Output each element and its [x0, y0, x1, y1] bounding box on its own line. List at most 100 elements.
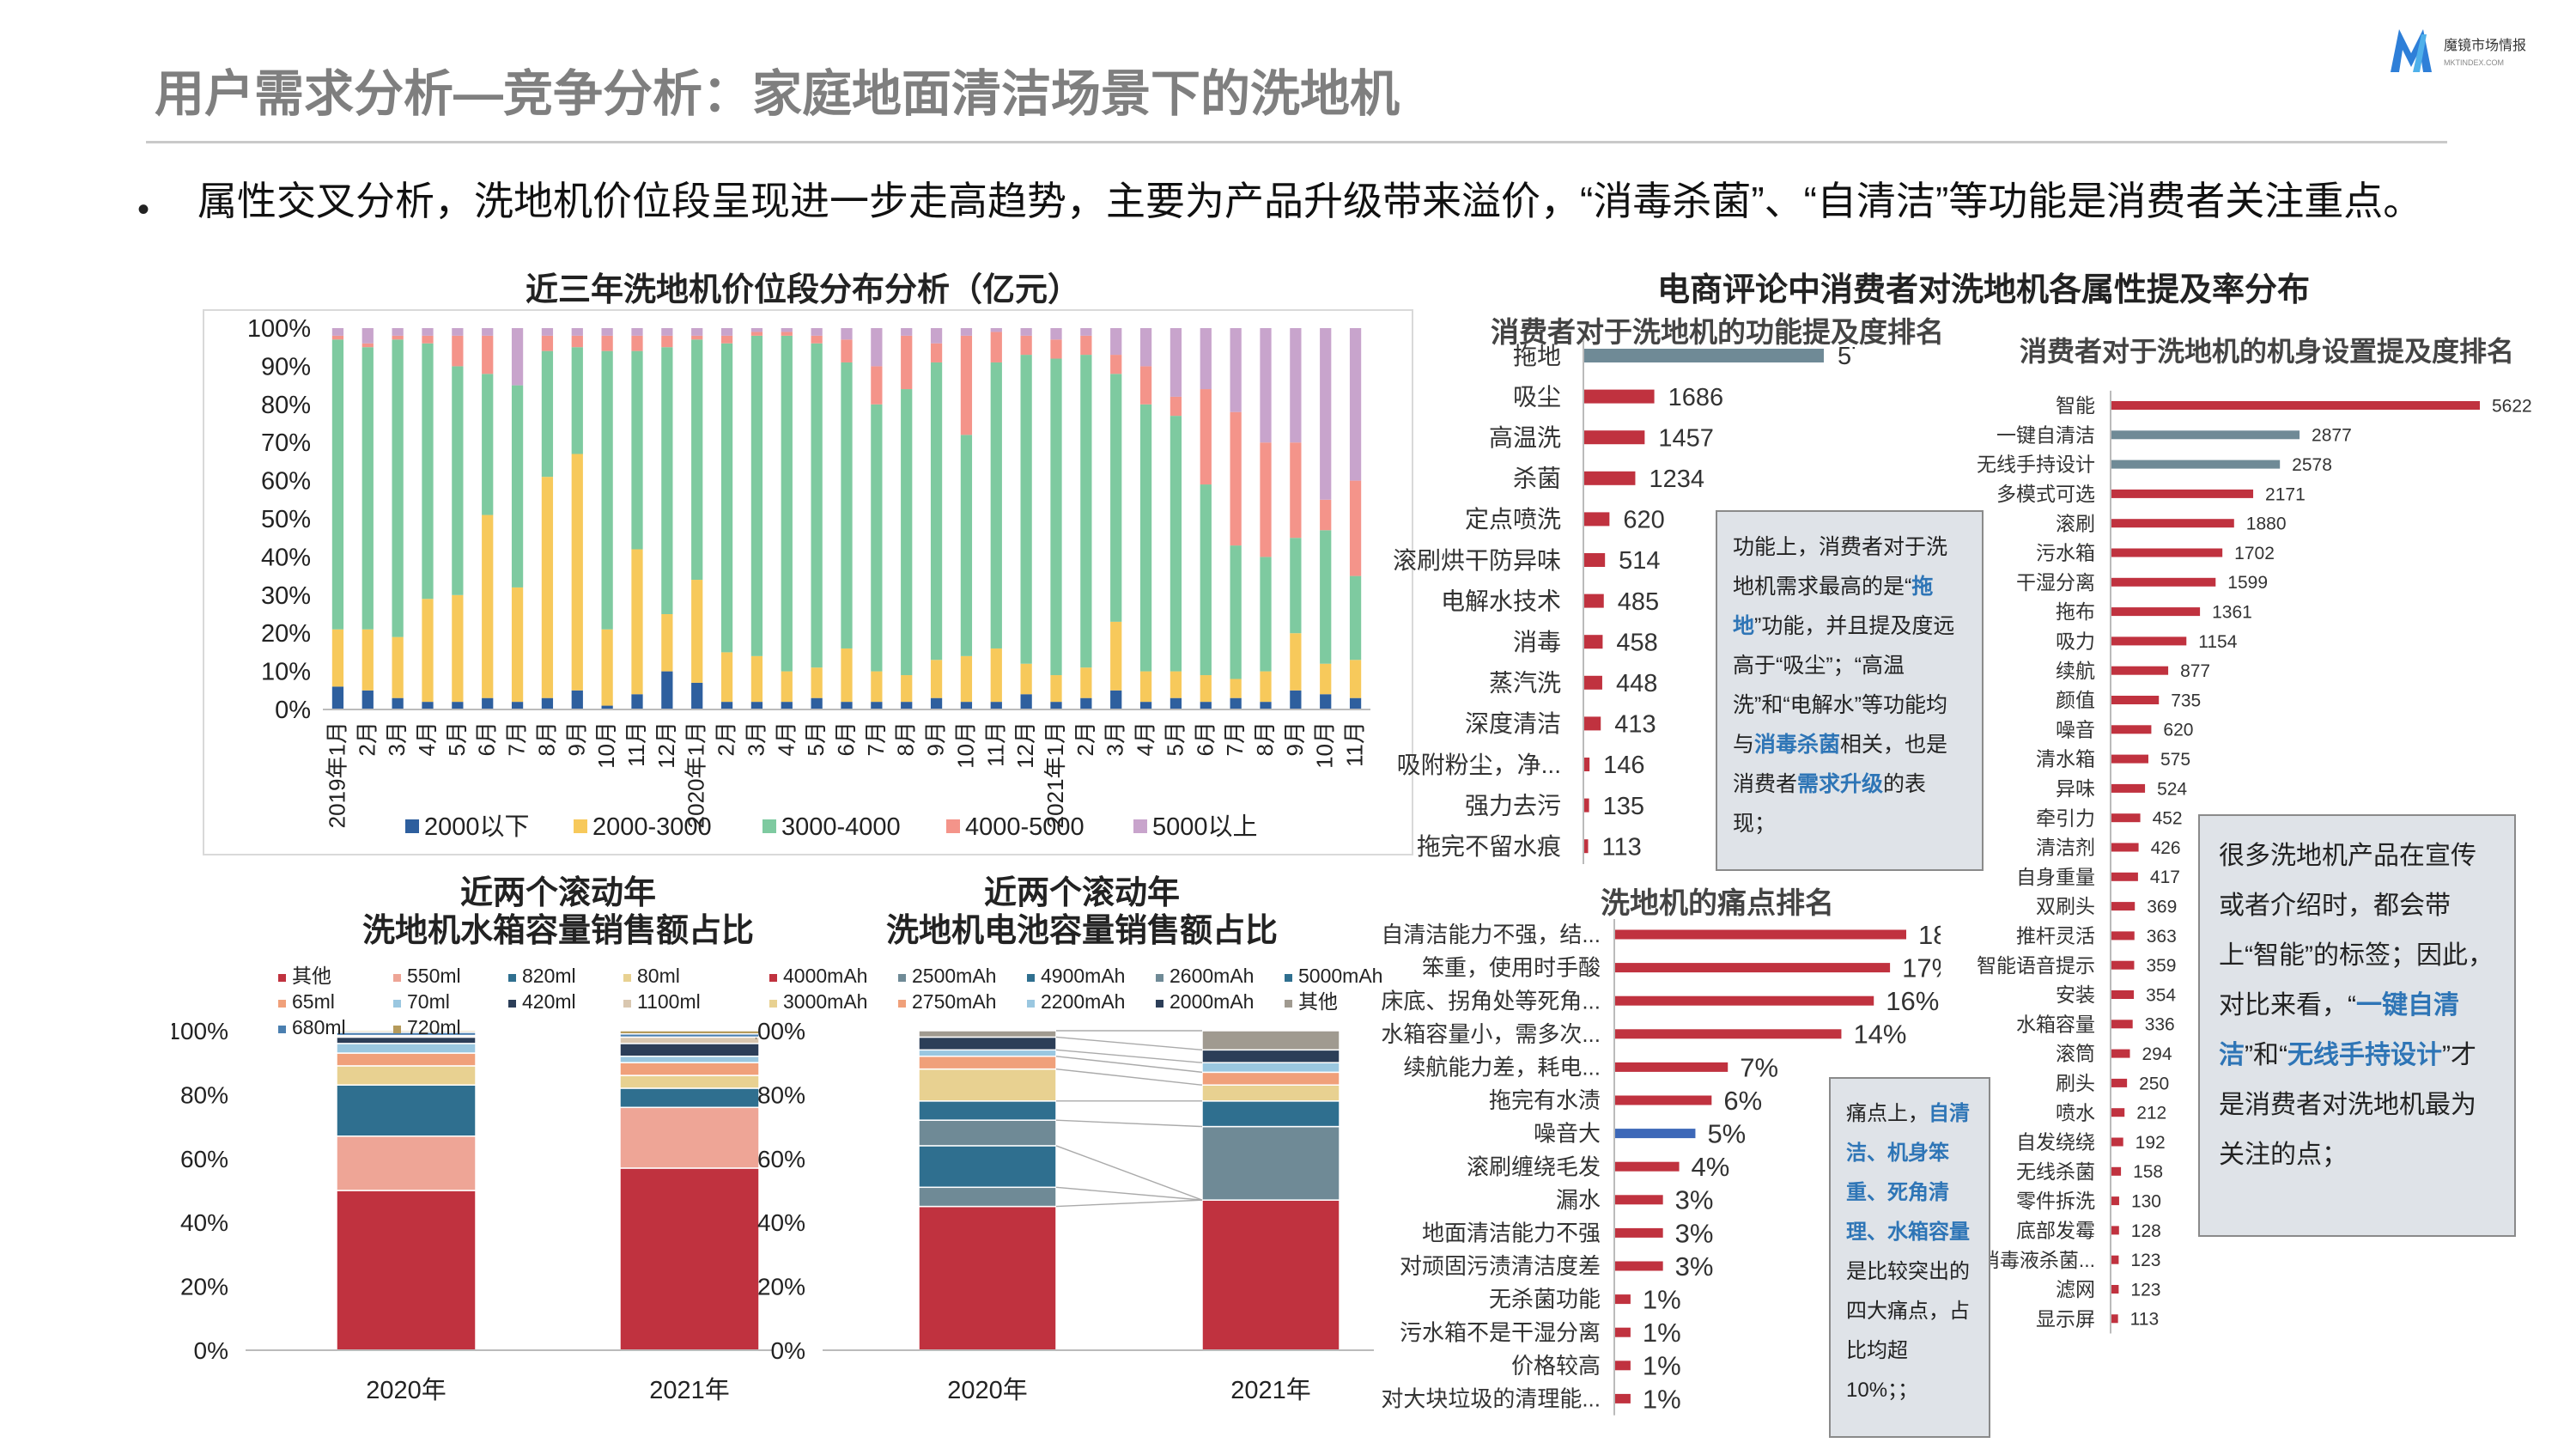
price-chart-title: 近三年洗地机价位段分布分析（亿元） [525, 272, 1080, 308]
y-tick-label: 0% [194, 1337, 228, 1364]
category-label: 无线杀菌 [2016, 1160, 2095, 1183]
function-chart-title: 消费者对于洗地机的功能提及度排名 [1491, 316, 1944, 348]
x-tick-label: 7月 [504, 721, 530, 756]
bar [2111, 1226, 2119, 1235]
value-label: 113 [2130, 1310, 2159, 1330]
bar-segment [541, 697, 554, 709]
bar-segment [1349, 697, 1362, 709]
value-label: 212 [2136, 1104, 2166, 1123]
connector-line [1055, 1036, 1203, 1051]
bar-segment [601, 335, 613, 351]
x-tick-label: 3月 [1103, 721, 1128, 756]
bar-segment [750, 655, 763, 703]
bar-segment [841, 362, 853, 648]
value-label: 354 [2146, 985, 2176, 1005]
bar-segment [571, 328, 583, 336]
legend-label: 80ml [637, 965, 680, 987]
bar-segment [918, 1186, 1057, 1208]
bar-segment [1201, 1125, 1340, 1201]
bar [1614, 1062, 1728, 1072]
bar [2111, 960, 2135, 970]
bar-segment [336, 1052, 477, 1067]
bar-segment [452, 594, 464, 703]
bar-segment [619, 1075, 760, 1089]
y-tick-label: 40% [180, 1209, 228, 1236]
x-tick-label: 2020年1月 [683, 721, 709, 828]
x-tick-label: 11月 [1342, 721, 1368, 767]
bar-segment [1020, 694, 1032, 709]
legend-label: 4900mAh [1041, 965, 1125, 987]
bar-segment [541, 328, 554, 336]
category-label: 床底、拐角处等死角... [1381, 988, 1601, 1014]
title-divider [146, 141, 2447, 143]
x-tick-label: 3月 [384, 721, 410, 756]
value-label: 3% [1675, 1218, 1714, 1248]
price-stacked-bar-chart: 0% 10% 20% 30% 40% 50% 60% 70% 80% 90% 100% 2019年1月… [247, 315, 1370, 841]
bar-segment [930, 697, 943, 709]
bar-segment [1201, 1030, 1340, 1051]
bar [2111, 1137, 2123, 1147]
bar-segment [1050, 339, 1062, 359]
x-tick-label: 3月 [743, 721, 769, 756]
bar-segment [361, 690, 374, 709]
bar-segment [750, 328, 763, 332]
highlight-text: 消毒杀菌 [1754, 733, 1841, 757]
bar-segment [871, 671, 883, 703]
bar-segment [720, 328, 733, 336]
bar-segment [1260, 442, 1272, 557]
value-label: 113 [1602, 833, 1642, 861]
y-tick-label: 0% [275, 697, 311, 724]
category-label: 滚筒 [2056, 1043, 2095, 1065]
bar-segment [482, 697, 494, 709]
category-label: 污水箱不是干湿分离 [1400, 1319, 1601, 1345]
x-tick-label: 9月 [1282, 721, 1308, 756]
bar-segment [1170, 416, 1182, 672]
legend-swatch [393, 974, 401, 982]
bar-segment [422, 599, 434, 703]
x-tick-label: 9月 [563, 721, 589, 756]
legend-swatch [508, 1000, 516, 1008]
x-tick-label: 7月 [863, 721, 889, 756]
category-label: 干湿分离 [2016, 571, 2095, 594]
bar-segment [901, 389, 913, 676]
x-tick-label: 5月 [1162, 721, 1188, 756]
y-tick-label: 50% [261, 506, 311, 533]
y-tick-label: 0% [771, 1337, 805, 1364]
connector-line [1055, 1186, 1203, 1201]
legend-label: 3000mAh [783, 990, 867, 1013]
note-text: 痛点上， [1846, 1102, 1929, 1125]
value-label: 1361 [2212, 602, 2252, 622]
legend-label: 680ml [292, 1016, 346, 1038]
bar [1614, 1261, 1663, 1271]
bar-segment [392, 328, 404, 336]
bar-segment [901, 702, 913, 709]
value-label: 123 [2130, 1280, 2160, 1300]
bar-segment [1260, 671, 1272, 703]
bar-segment [841, 328, 853, 340]
bar-segment [720, 702, 733, 709]
bar-segment [930, 660, 943, 698]
category-label: 零件拆洗 [2016, 1190, 2095, 1212]
category-label: 价格较高 [1511, 1353, 1601, 1379]
value-label: 4% [1692, 1152, 1730, 1182]
category-label: 拖完有水渍 [1489, 1087, 1601, 1113]
legend-label: 2200mAh [1041, 990, 1125, 1013]
category-label: 无线手持设计 [1977, 454, 2095, 476]
bar [2111, 843, 2139, 852]
bar-segment [331, 686, 344, 709]
bar-segment [901, 675, 913, 703]
y-tick-label: 10% [261, 659, 311, 686]
bar [1583, 471, 1636, 485]
category-label: 噪音大 [1534, 1121, 1601, 1147]
bar-segment [960, 328, 973, 336]
value-label: 485 [1618, 588, 1659, 616]
legend-swatch [393, 1000, 401, 1008]
legend-label: 3000-4000 [781, 813, 901, 841]
category-label: 拖布 [2056, 600, 2095, 623]
bar [2111, 872, 2138, 881]
category-label: 消毒液杀菌... [1980, 1249, 2095, 1271]
bar-segment [1080, 697, 1092, 709]
bar-segment [482, 328, 494, 336]
bar-segment [1290, 633, 1302, 691]
battery-chart-title: 近两个滚动年 洗地机电池容量销售额占比 [885, 875, 1278, 949]
